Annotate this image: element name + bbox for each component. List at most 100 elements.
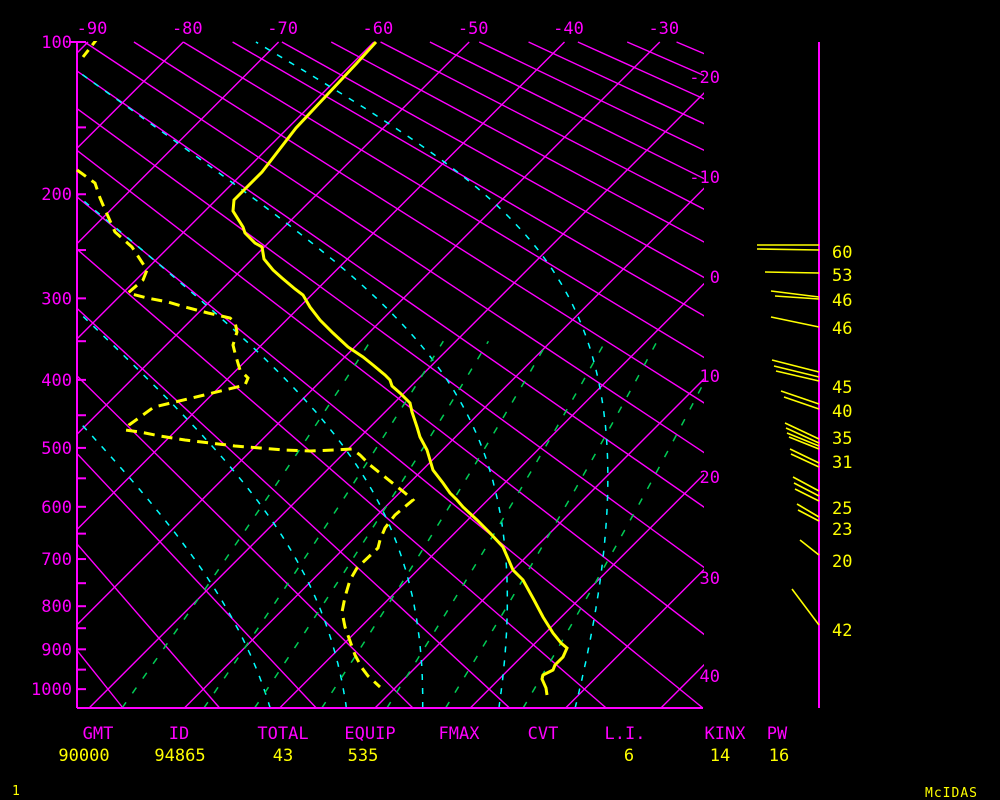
dry-adiabat-line xyxy=(84,41,704,454)
wind-barb-level: 23 xyxy=(796,503,852,540)
isotherm-line xyxy=(279,282,704,709)
wind-barb-level: 42 xyxy=(791,588,852,641)
wind-speed-label: 46 xyxy=(832,319,852,339)
right-temperature-label: -10 xyxy=(689,168,720,188)
wind-barb-line xyxy=(791,588,820,626)
pressure-label: 100 xyxy=(41,33,72,53)
wind-barb-line xyxy=(786,432,820,447)
dry-adiabat-line xyxy=(133,41,704,404)
pressure-label: 400 xyxy=(41,371,72,391)
wind-speed-label: 40 xyxy=(832,402,852,422)
wind-barb-line xyxy=(773,365,820,378)
sounding-traces xyxy=(76,41,569,696)
dry-adiabat-line xyxy=(281,41,704,279)
right-temperature-label: 10 xyxy=(700,367,720,387)
mixing-ratio-line xyxy=(444,340,658,709)
dry-adiabat-line xyxy=(76,195,704,709)
isotherm-line xyxy=(76,41,184,151)
wind-barb-line xyxy=(788,436,820,450)
dry-adiabat-line xyxy=(76,148,704,636)
footer-label-fmax: FMAX xyxy=(439,724,481,744)
footer-value-pw: 16 xyxy=(769,746,789,766)
footer-value-kinx: 14 xyxy=(710,746,730,766)
dry-adiabat-line xyxy=(76,541,221,709)
right-temperature-label: 30 xyxy=(700,569,720,589)
dry-adiabat-line xyxy=(577,41,704,100)
wind-barb-level: 20 xyxy=(799,539,852,572)
moist-adiabat-line xyxy=(76,417,271,709)
mixing-ratio-line xyxy=(253,340,490,709)
isotherm-line xyxy=(76,41,470,437)
footer-label-kinx: KINX xyxy=(705,724,747,744)
dry-adiabat-line xyxy=(330,41,704,243)
isotherm-line xyxy=(76,41,375,341)
wind-barb-level: 45 xyxy=(771,359,852,398)
moist-adiabat-line xyxy=(255,41,609,709)
dry-adiabat-line xyxy=(76,451,317,709)
axes xyxy=(69,41,820,709)
isotherm-line xyxy=(565,568,704,709)
wind-barb-line xyxy=(789,448,820,464)
wind-speed-label: 35 xyxy=(832,429,852,449)
wind-barb-line xyxy=(770,316,820,328)
pressure-label: 700 xyxy=(41,550,72,570)
footer-value-equip: 535 xyxy=(348,746,379,766)
wind-barb-level: 25 xyxy=(792,476,852,519)
wind-speed-label: 31 xyxy=(832,453,852,473)
dewpoint-trace xyxy=(76,168,416,689)
pressure-label: 300 xyxy=(41,289,72,309)
moist-adiabat-line xyxy=(76,69,509,709)
top-temperature-label: -30 xyxy=(648,19,679,39)
footer-value-li: 6 xyxy=(624,746,634,766)
right-temperature-label: 0 xyxy=(710,268,720,288)
right-temperature-label: 20 xyxy=(700,468,720,488)
top-temperature-label: -90 xyxy=(77,19,108,39)
mixing-ratio-lines xyxy=(121,340,704,709)
wind-barb-line xyxy=(799,539,820,556)
wind-barb-level: 60 xyxy=(756,243,852,263)
wind-barb-line xyxy=(783,396,820,410)
dry-adiabat-line xyxy=(76,69,704,509)
brand-label: McIDAS xyxy=(925,786,978,800)
wind-barb-line xyxy=(793,482,820,497)
wind-speed-label: 25 xyxy=(832,499,852,519)
top-temperature-label: -40 xyxy=(553,19,584,39)
dewpoint-trace-dash xyxy=(81,41,98,58)
footer-label-cvt: CVT xyxy=(528,724,559,744)
top-temperature-label: -80 xyxy=(172,19,203,39)
footer-value-id: 94865 xyxy=(154,746,205,766)
pressure-label: 800 xyxy=(41,597,72,617)
wind-barb-line xyxy=(756,248,820,251)
temperature-trace xyxy=(231,41,569,696)
top-temperature-label: -50 xyxy=(458,19,489,39)
right-temperature-label: -20 xyxy=(689,68,720,88)
top-temperature-label: -60 xyxy=(363,19,394,39)
wind-speed-label: 46 xyxy=(832,291,852,311)
wind-barb-line xyxy=(790,453,820,468)
dry-adiabat-line xyxy=(429,41,704,180)
isotherm-line xyxy=(374,378,704,709)
wind-speed-label: 60 xyxy=(832,243,852,263)
wind-barb-line xyxy=(774,295,820,300)
footer-label-gmt: GMT xyxy=(83,724,114,744)
wind-barb-line xyxy=(784,422,820,440)
mixing-ratio-line xyxy=(203,340,444,709)
grid-lines xyxy=(76,41,704,709)
moist-adiabats xyxy=(76,41,609,709)
wind-barb-level: 35 xyxy=(784,422,852,450)
dry-adiabat-line xyxy=(528,41,704,125)
isotherm-line xyxy=(469,473,704,709)
dry-adiabat-line xyxy=(478,41,704,152)
pressure-label: 1000 xyxy=(31,680,72,700)
wind-speed-label: 45 xyxy=(832,378,852,398)
isotherm-line xyxy=(76,41,280,246)
footer-label-li: L.I. xyxy=(605,724,646,744)
wind-barb-line xyxy=(796,503,820,518)
wind-barb-line xyxy=(780,390,820,405)
right-temperature-label: 40 xyxy=(700,667,720,687)
wind-speed-label: 42 xyxy=(832,621,852,641)
dry-adiabat-line xyxy=(380,41,704,210)
wind-speed-label: 23 xyxy=(832,520,852,540)
